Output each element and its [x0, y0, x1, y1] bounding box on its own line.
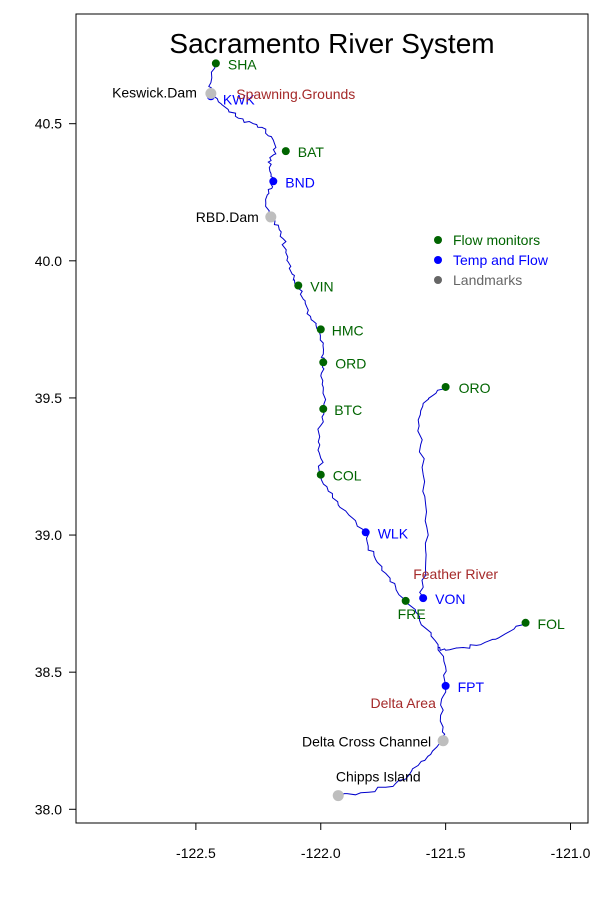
site-label-btc: BTC	[334, 402, 362, 418]
site-point-btc	[319, 404, 328, 413]
map-title: Sacramento River System	[169, 28, 494, 59]
site-point-hmc	[316, 325, 325, 334]
legend-marker-flow	[434, 236, 442, 244]
site-point-sha	[211, 59, 220, 68]
site-label-sha: SHA	[228, 56, 257, 72]
legend-label-landmark: Landmarks	[453, 272, 522, 288]
annotation-feather-river: Feather River	[413, 566, 498, 582]
site-label-fre: FRE	[398, 606, 426, 622]
y-tick-label: 38.5	[35, 664, 62, 680]
site-label-fpt: FPT	[458, 679, 485, 695]
annotation-spawning-grounds: Spawning.Grounds	[236, 86, 355, 102]
annotation-delta-area: Delta Area	[370, 695, 436, 711]
region-annotations: Spawning.Grounds Feather River Delta Area	[236, 86, 498, 711]
y-tick-label: 40.5	[35, 116, 62, 132]
site-label-ord: ORD	[335, 355, 366, 371]
x-tick-label: -121.0	[551, 845, 591, 861]
site-label-delta-cross-channel: Delta Cross Channel	[302, 734, 431, 750]
site-label-col: COL	[333, 468, 362, 484]
site-point-fre	[401, 596, 410, 605]
y-tick-label: 40.0	[35, 253, 62, 269]
site-label-chipps-island: Chipps Island	[336, 769, 421, 785]
plot-frame	[75, 13, 589, 824]
site-label-von: VON	[435, 591, 465, 607]
site-point-chipps-island	[332, 790, 344, 802]
site-label-keswick-dam: Keswick.Dam	[112, 85, 197, 101]
site-label-bat: BAT	[298, 144, 325, 160]
site-point-bnd	[269, 177, 278, 186]
site-point-fpt	[441, 681, 450, 690]
site-point-ord	[319, 358, 328, 367]
legend-marker-temp_flow	[434, 256, 442, 264]
site-point-delta-cross-channel	[437, 735, 449, 747]
site-label-vin: VIN	[310, 278, 333, 294]
legend-marker-landmark	[434, 276, 442, 284]
site-label-fol: FOL	[538, 616, 565, 632]
site-label-kwk: KWK	[223, 91, 256, 107]
site-point-wlk	[361, 528, 370, 537]
site-label-wlk: WLK	[378, 525, 409, 541]
site-label-rbd-dam: RBD.Dam	[196, 209, 259, 225]
site-point-oro	[441, 382, 450, 391]
legend-label-temp_flow: Temp and Flow	[453, 252, 549, 268]
american-river-line	[438, 622, 526, 651]
site-point-bat	[281, 147, 290, 156]
x-tick-label: -122.5	[176, 845, 216, 861]
y-tick-label: 39.0	[35, 527, 62, 543]
river-network	[208, 63, 526, 797]
x-tick-label: -121.5	[426, 845, 466, 861]
y-tick-label: 39.5	[35, 390, 62, 406]
site-point-keswick-dam	[205, 88, 217, 100]
sacramento-river-line	[208, 63, 447, 797]
y-tick-label: 38.0	[35, 801, 62, 817]
site-label-oro: ORO	[459, 380, 491, 396]
legend-label-flow: Flow monitors	[453, 232, 540, 248]
monitoring-sites: SHA BAT VIN HMC ORD BTC COL FRE ORO FOL KWK BND WLK V…	[112, 56, 565, 802]
site-point-rbd-dam	[265, 211, 277, 223]
site-label-bnd: BND	[285, 174, 315, 190]
site-point-von	[419, 594, 428, 603]
axes: -122.5 -122.0 -121.5 -121.0 38.0 38.5 39.0 39.5…	[35, 116, 591, 861]
site-label-hmc: HMC	[332, 322, 364, 338]
x-tick-label: -122.0	[301, 845, 341, 861]
site-point-fol	[521, 618, 530, 627]
legend: Flow monitors Temp and Flow Landmarks	[434, 232, 549, 288]
feather-river-line	[417, 386, 446, 599]
site-point-col	[316, 470, 325, 479]
site-point-vin	[294, 281, 303, 290]
